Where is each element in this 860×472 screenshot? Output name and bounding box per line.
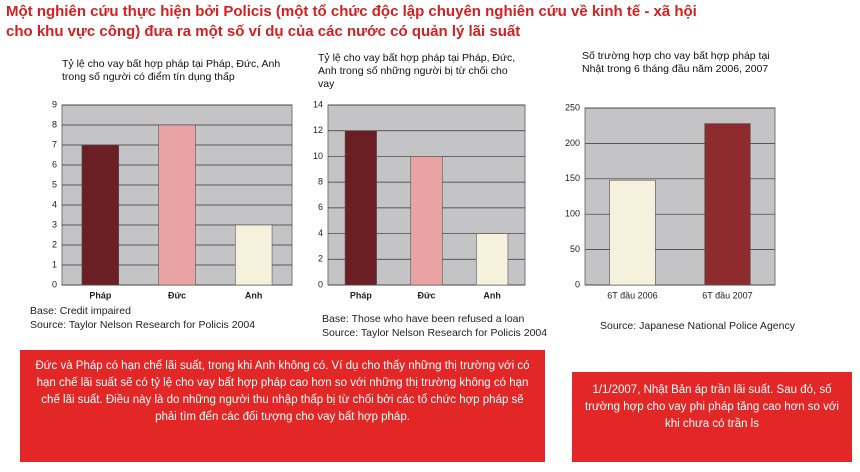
y-tick-label: 6 — [52, 159, 57, 169]
bar — [704, 123, 751, 286]
y-tick-label: 6 — [318, 202, 323, 212]
x-tick-label: Anh — [483, 290, 501, 300]
y-tick-label: 150 — [565, 173, 580, 183]
y-tick-label: 50 — [570, 244, 580, 254]
bar — [410, 156, 443, 286]
y-tick-label: 0 — [575, 279, 580, 289]
chart-title: Số trường hợp cho vay bất hợp pháp tại N… — [582, 50, 770, 75]
heading: Một nghiên cứu thực hiện bởi Policis (mộ… — [6, 3, 697, 40]
chart-title: Tỷ lệ cho vay bất hợp pháp tại Pháp, Đức… — [62, 58, 281, 83]
y-tick-label: 0 — [52, 279, 57, 289]
bar — [609, 179, 656, 286]
x-tick-label: Pháp — [350, 290, 373, 300]
y-tick-label: 1 — [52, 259, 57, 269]
x-tick-label: Anh — [245, 290, 263, 300]
x-tick-label: 6T đầu 2007 — [702, 290, 752, 300]
y-tick-label: 0 — [318, 279, 323, 289]
source-note: Base: Those who have been refused a loan — [322, 313, 525, 325]
y-tick-label: 14 — [313, 99, 323, 109]
y-tick-label: 12 — [313, 125, 323, 135]
y-tick-label: 2 — [318, 254, 323, 264]
note-box: Đức và Pháp có hạn chế lãi suất, trong k… — [20, 350, 545, 462]
note-box: 1/1/2007, Nhật Bản áp trần lãi suất. Sau… — [572, 372, 852, 462]
y-tick-label: 2 — [52, 239, 57, 249]
y-tick-label: 4 — [52, 199, 57, 209]
y-tick-label: 3 — [52, 219, 57, 229]
y-tick-label: 10 — [313, 151, 323, 161]
x-tick-label: Đức — [417, 290, 435, 300]
y-tick-label: 5 — [52, 179, 57, 189]
y-tick-label: 7 — [52, 139, 57, 149]
source-note: Source: Japanese National Police Agency — [600, 320, 795, 332]
x-tick-label: 6T đầu 2006 — [607, 290, 657, 300]
chart-title: Tỷ lệ cho vay bất hợp pháp tại Pháp, Đức… — [318, 52, 516, 90]
y-tick-label: 250 — [565, 102, 580, 112]
x-tick-label: Pháp — [89, 290, 112, 300]
bar — [234, 224, 273, 286]
bar — [344, 130, 377, 286]
y-tick-label: 8 — [52, 119, 57, 129]
source-note: Base: Credit impaired — [30, 305, 131, 317]
source-note: Source: Taylor Nelson Research for Polic… — [322, 327, 548, 339]
y-tick-label: 200 — [565, 138, 580, 148]
y-tick-label: 100 — [565, 209, 580, 219]
bar — [476, 233, 509, 286]
bar — [81, 144, 120, 286]
y-tick-label: 4 — [318, 228, 323, 238]
bar — [158, 124, 196, 286]
y-tick-label: 9 — [52, 99, 57, 109]
x-tick-label: Đức — [168, 290, 186, 300]
source-note: Source: Taylor Nelson Research for Polic… — [30, 319, 256, 331]
y-tick-label: 8 — [318, 177, 323, 187]
